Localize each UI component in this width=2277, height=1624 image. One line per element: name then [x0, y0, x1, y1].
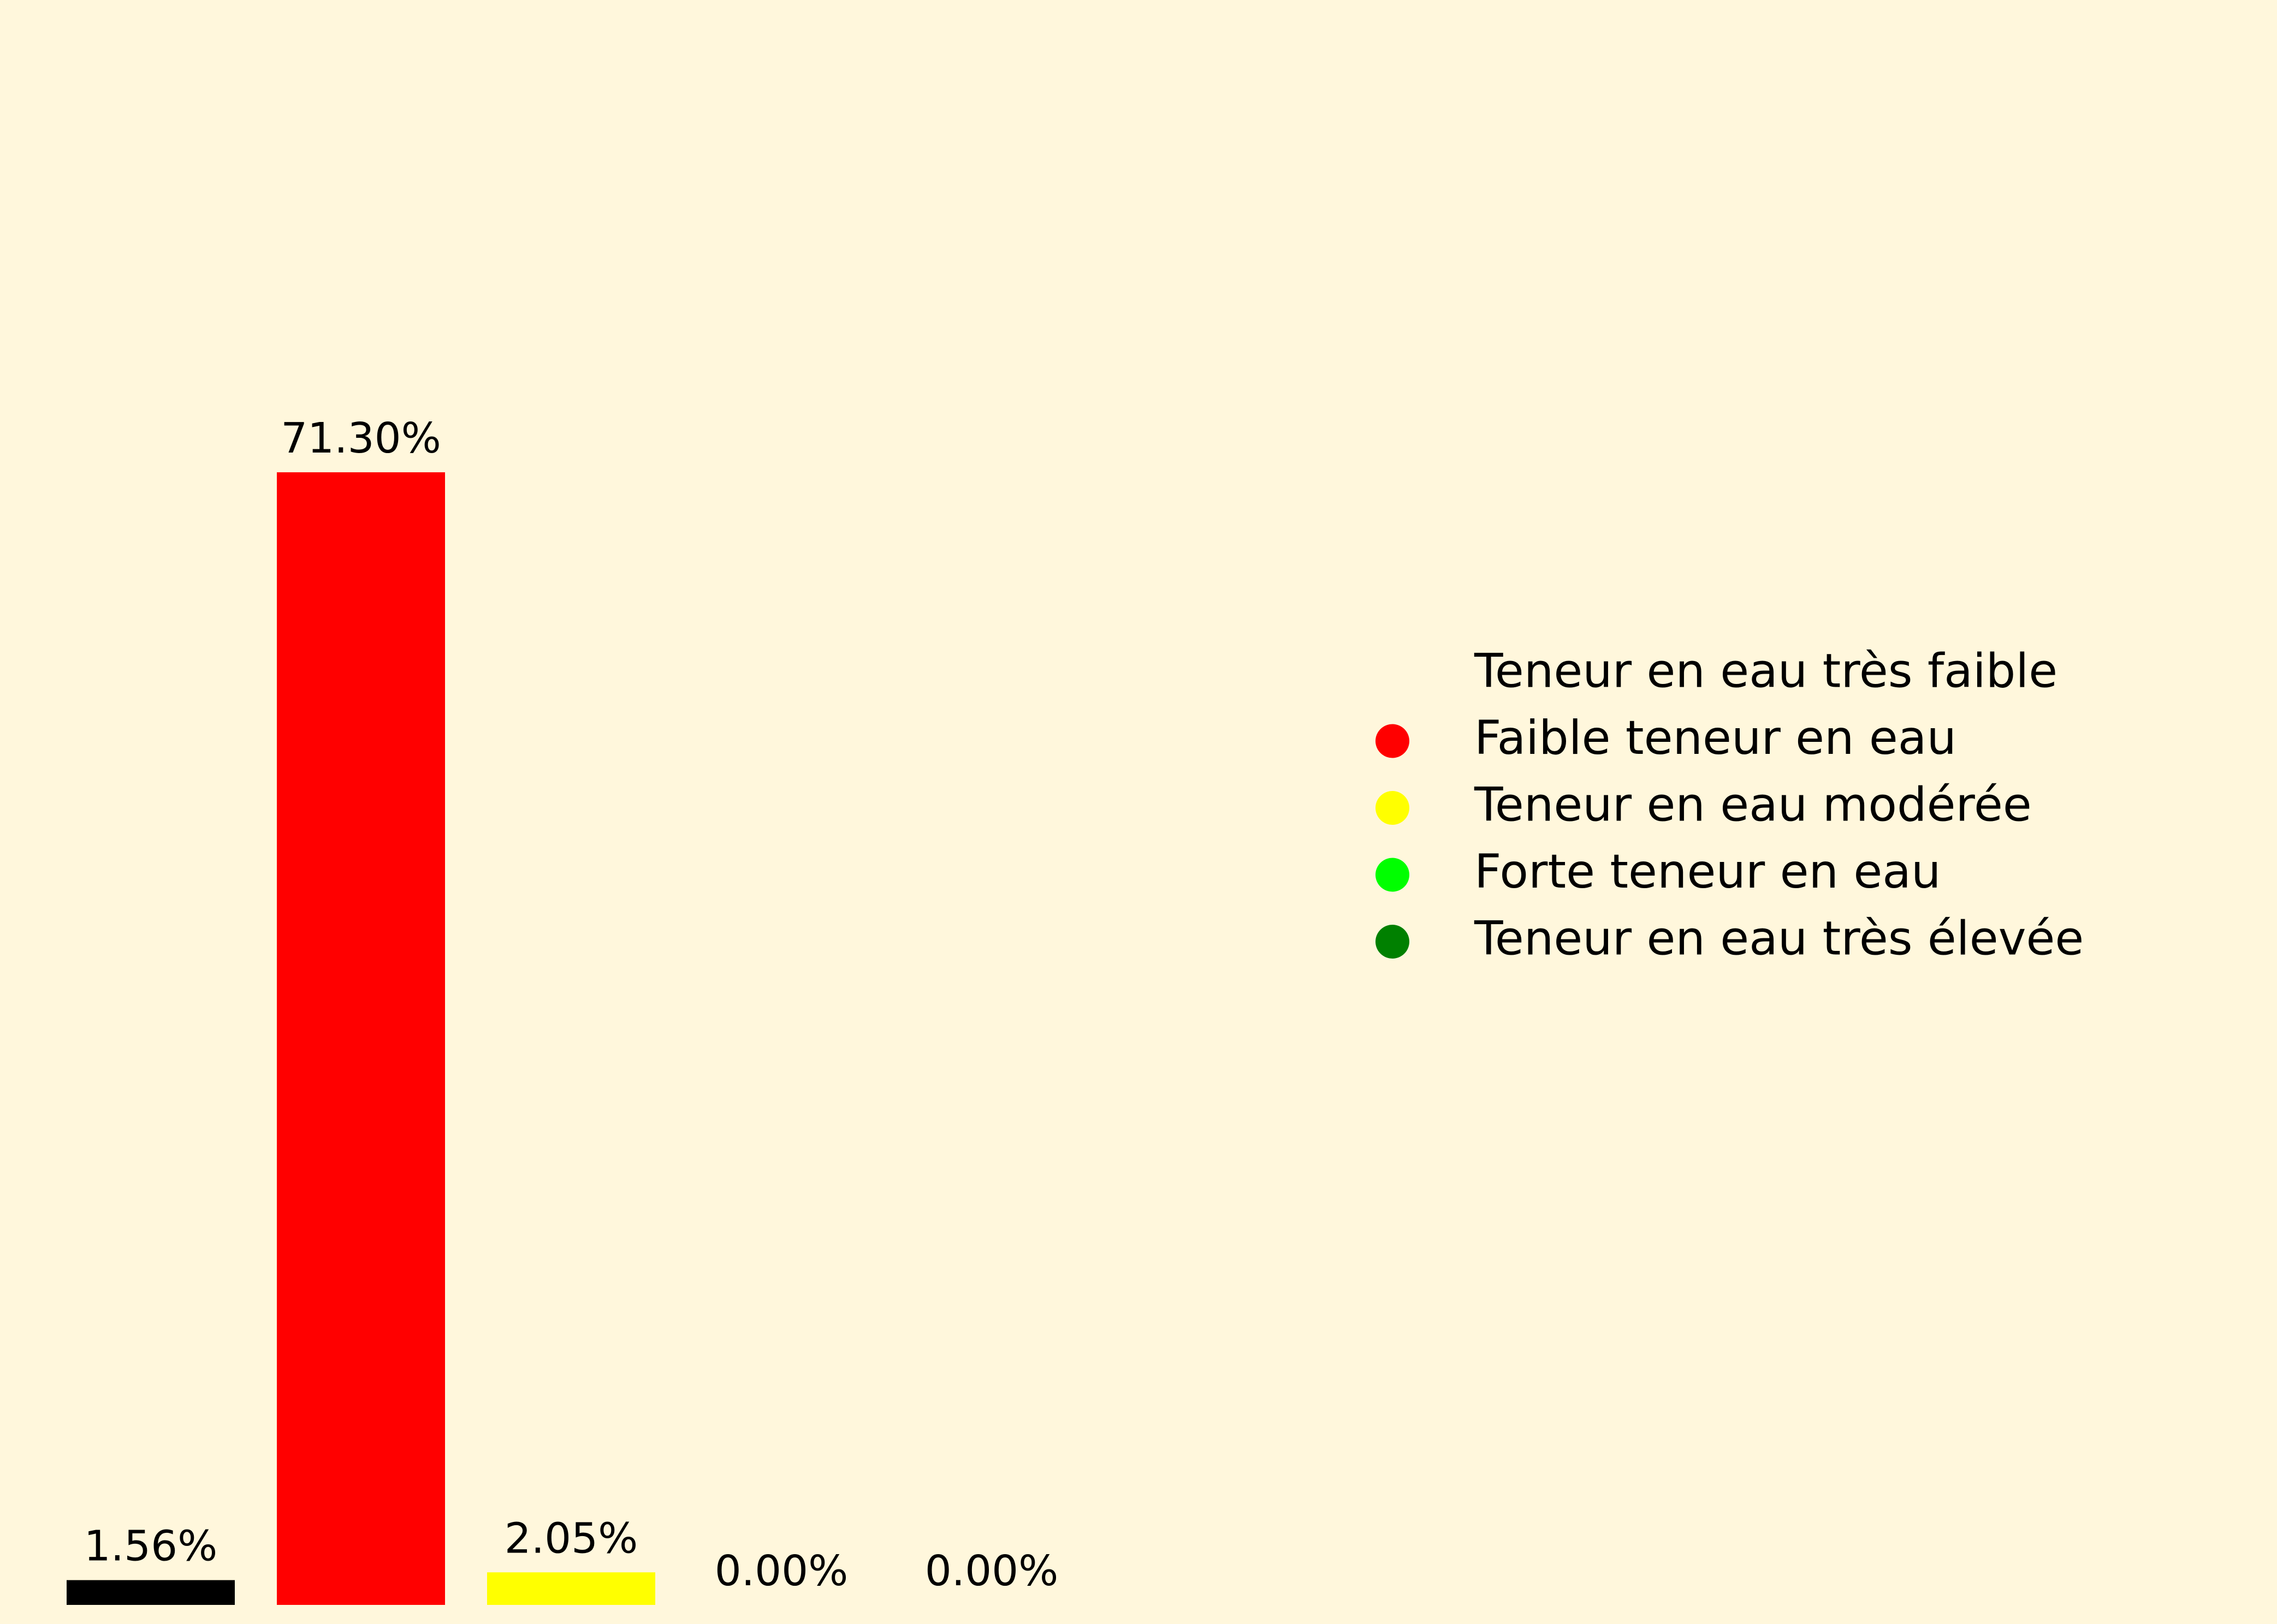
data-label-1: 1.56%: [84, 1522, 218, 1571]
data-label-5: 0.00%: [925, 1547, 1059, 1596]
bar-1: [67, 1580, 235, 1605]
legend-label-4: Forte teneur en eau: [1474, 844, 1941, 899]
bar-2: [277, 472, 445, 1605]
legend-label-2: Faible teneur en eau: [1474, 711, 1956, 765]
data-labels-layer: 1.56% 71.30% 2.05% 0.00% 0.00%: [84, 414, 1059, 1596]
legend-marker-1: [1375, 657, 1409, 691]
bars-layer: [67, 472, 655, 1605]
legend-label-3: Teneur en eau modérée: [1474, 777, 2032, 832]
legend-marker-5: [1375, 925, 1409, 959]
data-label-4: 0.00%: [715, 1547, 849, 1596]
data-label-3: 2.05%: [505, 1514, 638, 1563]
legend-marker-3: [1375, 791, 1409, 825]
data-label-2: 71.30%: [281, 414, 441, 463]
legend: Teneur en eau très faible Faible teneur e…: [1375, 644, 2084, 966]
bar-3: [487, 1572, 655, 1605]
legend-label-5: Teneur en eau très élevée: [1474, 911, 2084, 966]
legend-marker-4: [1375, 858, 1409, 892]
legend-entry-5: Teneur en eau très élevée: [1375, 911, 2084, 966]
legend-marker-2: [1375, 724, 1409, 758]
legend-entry-2: Faible teneur en eau: [1375, 711, 1956, 765]
legend-entry-3: Teneur en eau modérée: [1375, 777, 2032, 832]
legend-entry-1: Teneur en eau très faible: [1375, 644, 2057, 698]
legend-label-1: Teneur en eau très faible: [1474, 644, 2057, 698]
legend-entry-4: Forte teneur en eau: [1375, 844, 1941, 899]
